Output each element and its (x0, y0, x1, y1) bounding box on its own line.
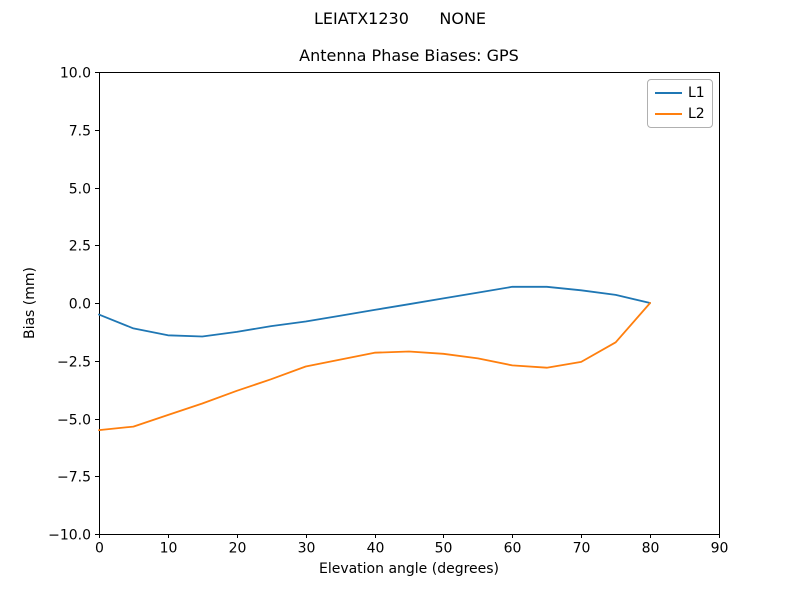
legend-label-l2: L2 (688, 106, 705, 122)
x-tick-label: 20 (229, 541, 247, 557)
y-tick-label: 0.0 (69, 296, 91, 312)
legend-item-l1: L1 (655, 85, 705, 101)
y-tick-label: −7.5 (57, 469, 91, 485)
y-tick-label: 7.5 (69, 123, 91, 139)
y-tick-label: −2.5 (57, 354, 91, 370)
l2-line-swatch (655, 113, 682, 115)
y-tick-label: 2.5 (69, 238, 91, 254)
x-tick-label: 40 (367, 541, 385, 557)
y-tick-label: 5.0 (69, 181, 91, 197)
y-tick-label: 10.0 (60, 65, 91, 81)
plot-frame (99, 72, 720, 535)
series-line-l1 (98, 285, 651, 338)
x-tick-label: 60 (504, 541, 522, 557)
y-axis-label: Bias (mm) (22, 266, 38, 340)
x-tick-label: 90 (711, 541, 729, 557)
series-line-l2 (98, 302, 651, 432)
x-axis-label: Elevation angle (degrees) (318, 561, 500, 577)
legend-item-l2: L2 (655, 106, 705, 122)
chart-title: Antenna Phase Biases: GPS (299, 46, 519, 65)
x-tick-label: 10 (160, 541, 178, 557)
x-tick-label: 30 (298, 541, 316, 557)
y-tick-label: −10.0 (48, 527, 91, 543)
legend: L1 L2 (647, 79, 713, 128)
x-tick-label: 50 (435, 541, 453, 557)
figure-title: LEIATX1230 NONE (313, 9, 487, 28)
legend-label-l1: L1 (688, 85, 705, 101)
y-tick-label: −5.0 (57, 412, 91, 428)
x-tick-label: 0 (95, 541, 104, 557)
x-tick-label: 80 (642, 541, 660, 557)
l1-line-swatch (655, 92, 682, 94)
x-tick-label: 70 (573, 541, 591, 557)
